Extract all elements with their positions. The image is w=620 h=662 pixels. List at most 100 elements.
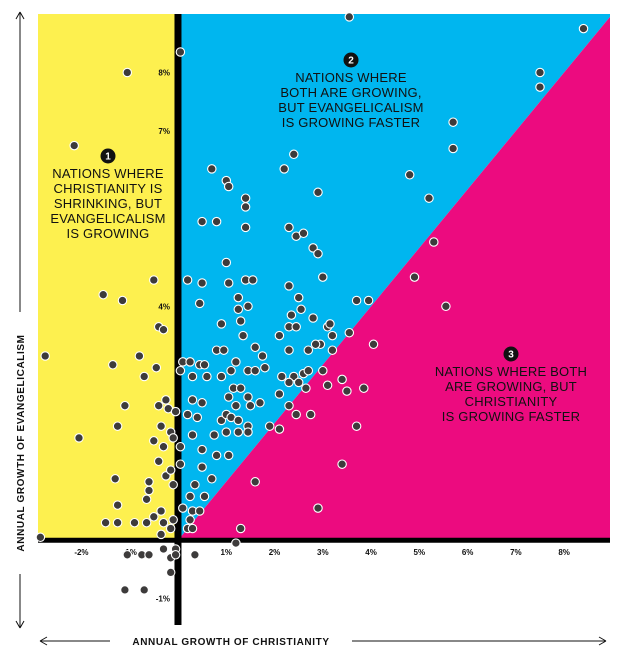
data-point xyxy=(216,319,227,329)
y-axis-title-group: ANNUAL GROWTH OF EVANGELICALISM xyxy=(12,11,28,629)
data-point xyxy=(578,23,589,34)
data-point xyxy=(149,275,159,285)
data-point xyxy=(284,345,294,355)
data-point xyxy=(293,292,304,303)
data-point xyxy=(279,164,289,174)
data-point xyxy=(151,362,162,373)
data-point xyxy=(303,365,314,376)
data-point xyxy=(240,222,251,233)
x-axis-title-group: ANNUAL GROWTH OF CHRISTIANITY xyxy=(39,633,607,649)
data-point xyxy=(235,316,246,326)
data-point xyxy=(168,479,178,490)
data-point xyxy=(284,222,294,233)
region-number: 1 xyxy=(105,152,111,163)
data-point xyxy=(429,237,439,247)
x-tick-label: 1% xyxy=(220,548,232,557)
data-point xyxy=(175,365,186,376)
data-point xyxy=(112,517,123,528)
data-point xyxy=(342,386,352,396)
region-label-line: BUT EVANGELICALISM xyxy=(278,100,423,115)
up-arrow-icon xyxy=(15,11,25,20)
data-point xyxy=(110,474,120,484)
data-point xyxy=(313,187,323,198)
data-point xyxy=(351,421,362,431)
y-axis-title-backdrop xyxy=(12,312,28,574)
data-point xyxy=(158,441,169,452)
data-point xyxy=(313,503,323,513)
data-point xyxy=(139,371,149,382)
data-point xyxy=(291,409,301,420)
data-point xyxy=(211,216,222,227)
x-tick-label: 7% xyxy=(510,548,522,557)
data-point xyxy=(325,319,335,329)
data-point xyxy=(158,544,169,554)
down-arrow-icon xyxy=(15,620,25,629)
data-point xyxy=(231,357,241,367)
data-point xyxy=(284,377,294,388)
data-point xyxy=(165,465,176,475)
data-point xyxy=(165,567,176,578)
data-point xyxy=(185,491,195,502)
region-label-line: SHRINKING, BUT xyxy=(54,196,162,211)
data-point xyxy=(424,193,434,203)
data-point xyxy=(448,143,458,154)
data-point xyxy=(264,421,275,431)
data-point xyxy=(194,506,205,516)
x-tick-label: 3% xyxy=(317,548,329,557)
data-point xyxy=(185,515,195,525)
data-point xyxy=(98,289,108,300)
data-point xyxy=(368,339,379,350)
data-point xyxy=(40,351,50,361)
y-tick-label: 8% xyxy=(158,68,170,77)
data-point xyxy=(187,395,198,405)
data-point xyxy=(156,506,166,516)
x-tick-label: 6% xyxy=(462,548,474,557)
data-point xyxy=(231,400,241,411)
data-point xyxy=(144,485,154,496)
data-point xyxy=(233,304,244,315)
y-tick-label: -1% xyxy=(156,595,170,604)
region-number: 2 xyxy=(348,56,354,67)
data-point xyxy=(301,383,311,393)
data-point xyxy=(117,295,128,306)
x-tick-label: 5% xyxy=(414,548,426,557)
data-point xyxy=(144,477,154,487)
data-point xyxy=(207,164,217,174)
y-tick-labels: 8% 7% 4% -1% xyxy=(156,68,170,603)
data-point xyxy=(216,371,227,382)
data-point xyxy=(363,295,374,306)
data-point xyxy=(243,301,253,312)
data-point xyxy=(223,278,234,288)
axes xyxy=(38,14,610,625)
data-point xyxy=(404,170,415,180)
data-point xyxy=(238,330,248,341)
data-point xyxy=(233,415,244,426)
left-arrow-icon xyxy=(39,636,48,646)
data-point xyxy=(296,304,306,315)
data-point xyxy=(153,456,164,467)
region-label-line: NATIONS WHERE xyxy=(295,70,407,85)
x-tick-label: -2% xyxy=(74,548,88,557)
region-3-background xyxy=(177,16,610,541)
region-label-line: IS GROWING FASTER xyxy=(442,409,580,424)
data-point xyxy=(197,278,207,288)
data-point xyxy=(245,400,256,411)
y-axis-title: ANNUAL GROWTH OF EVANGELICALISM xyxy=(16,334,27,551)
data-point xyxy=(535,82,545,92)
data-point xyxy=(197,216,207,227)
data-point xyxy=(240,193,251,203)
data-point xyxy=(141,517,152,528)
y-tick-label: 7% xyxy=(158,127,170,136)
region-number: 3 xyxy=(508,350,514,361)
data-point xyxy=(209,430,219,440)
data-point xyxy=(284,281,294,291)
data-point xyxy=(260,362,270,373)
data-point xyxy=(207,474,217,484)
data-point xyxy=(226,365,236,376)
data-point xyxy=(187,371,198,382)
data-point xyxy=(277,371,287,382)
data-point xyxy=(149,436,159,446)
data-point xyxy=(303,345,314,355)
